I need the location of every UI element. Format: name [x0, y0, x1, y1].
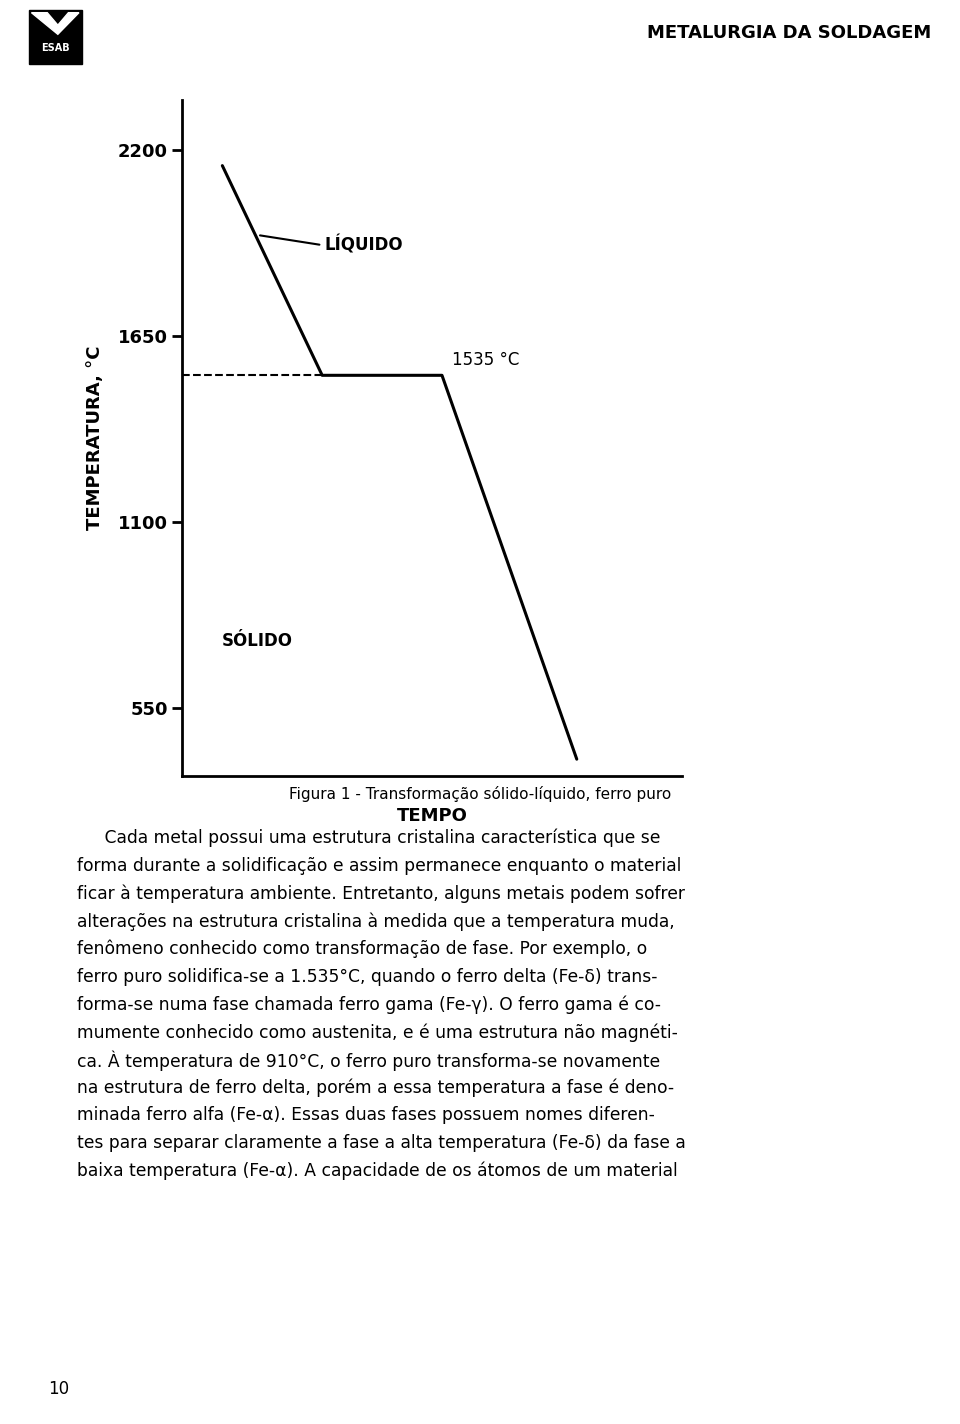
- Text: minada ferro alfa (Fe-α). Essas duas fases possuem nomes diferen-: minada ferro alfa (Fe-α). Essas duas fas…: [77, 1106, 655, 1125]
- Text: mumente conhecido como austenita, e é uma estrutura não magnéti-: mumente conhecido como austenita, e é um…: [77, 1022, 678, 1041]
- Polygon shape: [32, 13, 79, 34]
- Text: ficar à temperatura ambiente. Entretanto, alguns metais podem sofrer: ficar à temperatura ambiente. Entretanto…: [77, 884, 684, 903]
- Text: SÓLIDO: SÓLIDO: [222, 632, 293, 649]
- Text: TEMPO: TEMPO: [396, 806, 468, 824]
- Text: ferro puro solidifica-se a 1.535°C, quando o ferro delta (Fe-δ) trans-: ferro puro solidifica-se a 1.535°C, quan…: [77, 968, 658, 985]
- Text: tes para separar claramente a fase a alta temperatura (Fe-δ) da fase a: tes para separar claramente a fase a alt…: [77, 1134, 685, 1152]
- Text: Cada metal possui uma estrutura cristalina característica que se: Cada metal possui uma estrutura cristali…: [77, 829, 660, 847]
- Text: METALURGIA DA SOLDAGEM: METALURGIA DA SOLDAGEM: [647, 24, 931, 41]
- Text: Figura 1 - Transformação sólido-líquido, ferro puro: Figura 1 - Transformação sólido-líquido,…: [289, 786, 671, 802]
- Text: alterações na estrutura cristalina à medida que a temperatura muda,: alterações na estrutura cristalina à med…: [77, 913, 675, 930]
- Text: na estrutura de ferro delta, porém a essa temperatura a fase é deno-: na estrutura de ferro delta, porém a ess…: [77, 1079, 674, 1096]
- Text: ESAB: ESAB: [41, 43, 69, 53]
- Text: 1535 °C: 1535 °C: [452, 350, 519, 369]
- Text: baixa temperatura (Fe-α). A capacidade de os átomos de um material: baixa temperatura (Fe-α). A capacidade d…: [77, 1162, 678, 1180]
- Text: forma durante a solidificação e assim permanece enquanto o material: forma durante a solidificação e assim pe…: [77, 857, 682, 874]
- Text: forma-se numa fase chamada ferro gama (Fe-γ). O ferro gama é co-: forma-se numa fase chamada ferro gama (F…: [77, 995, 660, 1014]
- Y-axis label: TEMPERATURA, °C: TEMPERATURA, °C: [86, 346, 104, 530]
- Text: ca. À temperatura de 910°C, o ferro puro transforma-se novamente: ca. À temperatura de 910°C, o ferro puro…: [77, 1051, 660, 1071]
- Text: fenômeno conhecido como transformação de fase. Por exemplo, o: fenômeno conhecido como transformação de…: [77, 940, 647, 958]
- Text: 10: 10: [48, 1380, 69, 1398]
- Text: LÍQUIDO: LÍQUIDO: [324, 235, 403, 255]
